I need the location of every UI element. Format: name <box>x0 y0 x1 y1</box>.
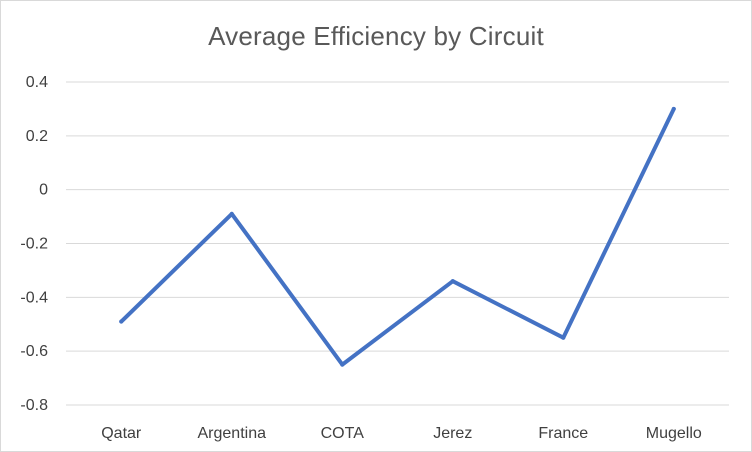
y-tick-label: 0.4 <box>26 74 48 91</box>
x-tick-label: Mugello <box>646 425 702 442</box>
data-point <box>450 279 455 284</box>
y-tick-label: 0 <box>39 182 48 199</box>
data-point <box>671 106 676 111</box>
y-tick-label: -0.8 <box>20 397 48 414</box>
chart-title: Average Efficiency by Circuit <box>208 21 544 51</box>
y-tick-label: -0.6 <box>20 343 48 360</box>
data-point <box>561 335 566 340</box>
gridlines <box>66 81 729 406</box>
x-tick-label: COTA <box>321 425 365 442</box>
x-tick-label: Qatar <box>101 425 142 442</box>
data-point <box>119 319 124 324</box>
series-line <box>119 106 676 367</box>
data-point <box>340 362 345 367</box>
data-point <box>229 211 234 216</box>
series-lines <box>119 106 676 367</box>
y-tick-label: -0.4 <box>20 289 48 306</box>
y-tick-label: 0.2 <box>26 128 48 145</box>
y-axis-ticks: 0.4 0.2 0 -0.2 -0.4 -0.6 -0.8 <box>20 74 48 414</box>
x-tick-label: France <box>538 425 588 442</box>
x-tick-label: Argentina <box>198 425 267 442</box>
x-tick-label: Jerez <box>433 425 472 442</box>
x-axis-ticks: Qatar Argentina COTA Jerez France Mugello <box>101 425 702 442</box>
y-tick-label: -0.2 <box>20 236 48 253</box>
